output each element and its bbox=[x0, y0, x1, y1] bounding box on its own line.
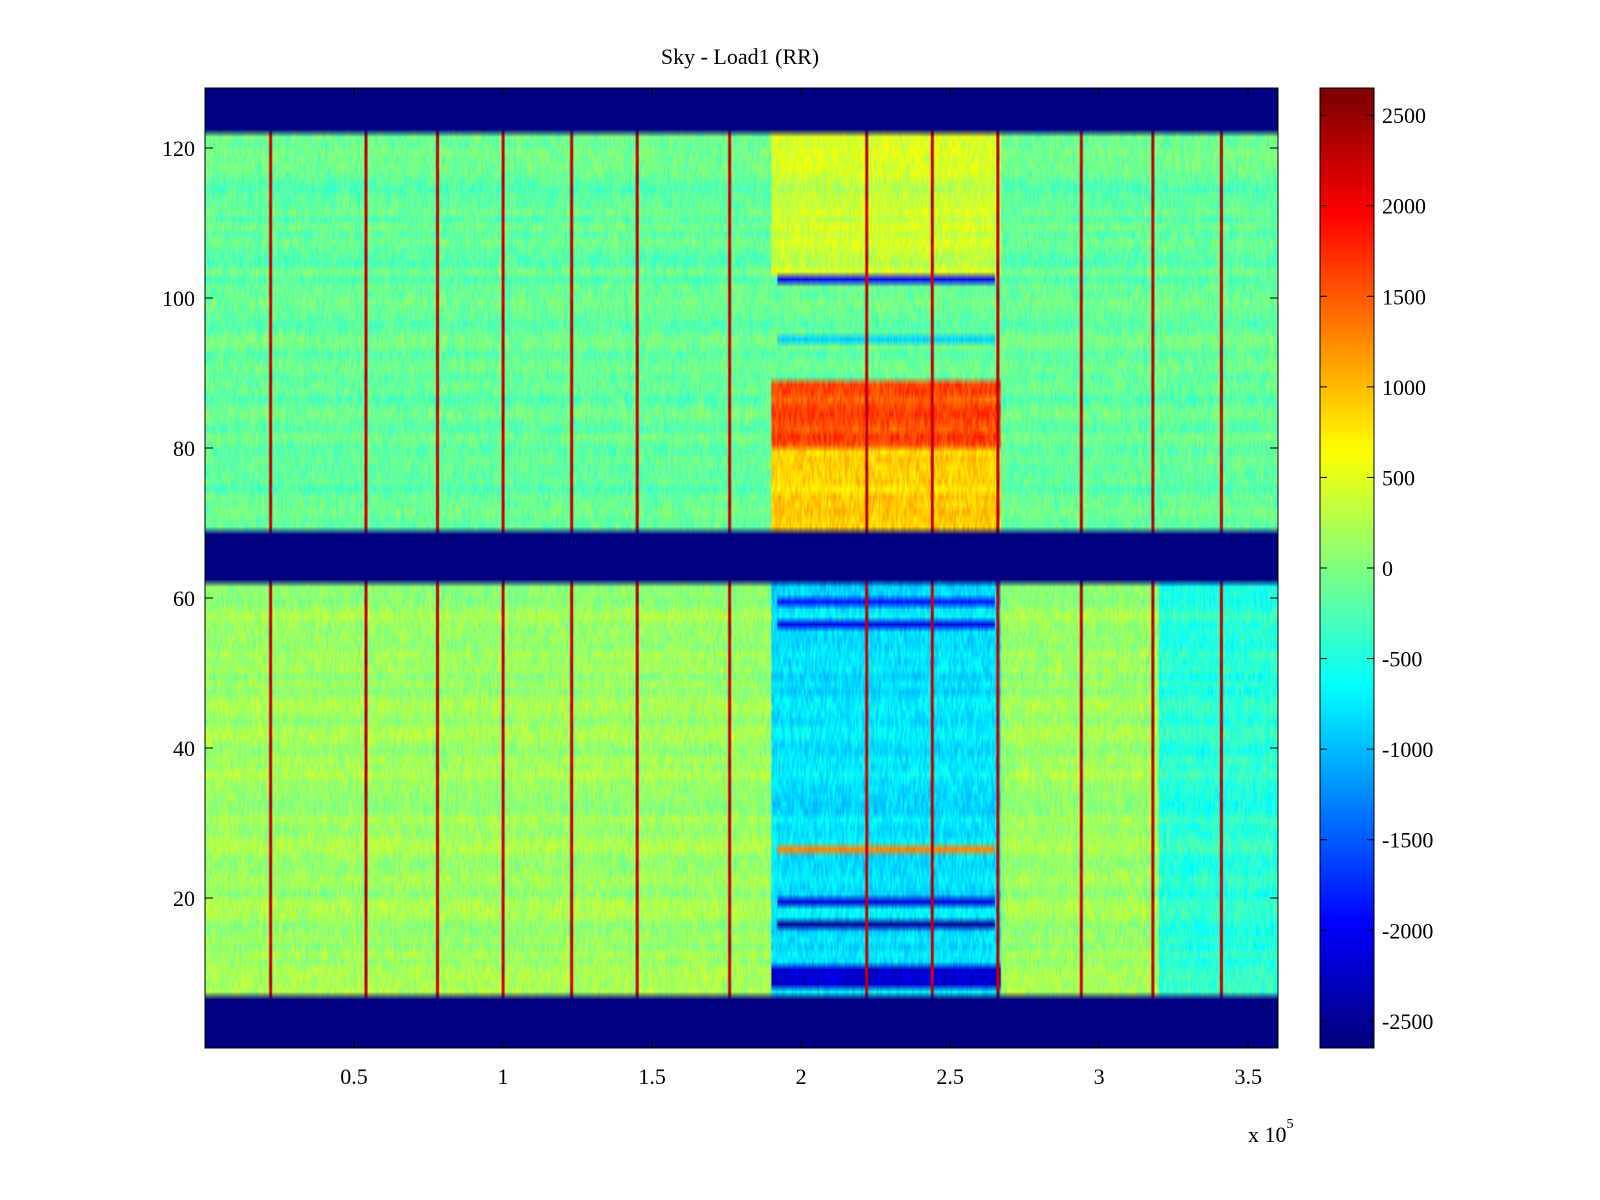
colorbar-tick-label: 1500 bbox=[1382, 284, 1426, 309]
x-tick-label: 0.5 bbox=[340, 1064, 368, 1089]
colorbar-tick-label: -1000 bbox=[1382, 737, 1433, 762]
colorbar-tick-label: -2500 bbox=[1382, 1009, 1433, 1034]
colorbar-tick-label: -1500 bbox=[1382, 828, 1433, 853]
colorbar-tick-label: -2000 bbox=[1382, 918, 1433, 943]
colorbar: 2500 2000 1500 1000 500 0 -500 -1000 -1500 -2000 -… bbox=[1319, 87, 1433, 1049]
x-tick-label: 3 bbox=[1094, 1064, 1105, 1089]
colorbar-tick-label: -500 bbox=[1382, 647, 1422, 672]
plot-frame bbox=[204, 87, 1279, 1049]
y-tick-label: 80 bbox=[173, 436, 195, 461]
y-tick-label: 100 bbox=[162, 286, 195, 311]
x-exponent-power: 5 bbox=[1287, 1117, 1294, 1132]
y-tick-label: 120 bbox=[162, 136, 195, 161]
x-tick-label: 1.5 bbox=[638, 1064, 666, 1089]
colorbar-gradient bbox=[1320, 88, 1374, 1048]
plot-area bbox=[204, 87, 1279, 1049]
colorbar-tick-label: 1000 bbox=[1382, 375, 1426, 400]
y-tick-label: 20 bbox=[173, 886, 195, 911]
y-axis: 20 40 60 80 100 120 bbox=[162, 136, 1278, 911]
x-tick-label: 1 bbox=[498, 1064, 509, 1089]
y-tick-label: 40 bbox=[173, 736, 195, 761]
x-exponent-base: x 10 bbox=[1248, 1122, 1287, 1147]
colorbar-tick-label: 500 bbox=[1382, 465, 1415, 490]
x-tick-label: 2.5 bbox=[936, 1064, 964, 1089]
colorbar-tick-label: 2500 bbox=[1382, 103, 1426, 128]
x-tick-label: 2 bbox=[796, 1064, 807, 1089]
colorbar-tick-label: 0 bbox=[1382, 556, 1393, 581]
heatmap-image bbox=[205, 88, 1278, 1048]
y-tick-label: 60 bbox=[173, 586, 195, 611]
x-tick-label: 3.5 bbox=[1234, 1064, 1262, 1089]
chart-title: Sky - Load1 (RR) bbox=[661, 44, 819, 69]
x-exponent-label: x 105 bbox=[1248, 1117, 1294, 1147]
colorbar-tick-label: 2000 bbox=[1382, 194, 1426, 219]
x-axis: 0.5 1 1.5 2 2.5 3 3.5 bbox=[340, 88, 1262, 1089]
colorbar-ticks: 2500 2000 1500 1000 500 0 -500 -1000 -1500 -2000 -… bbox=[1320, 103, 1433, 1034]
